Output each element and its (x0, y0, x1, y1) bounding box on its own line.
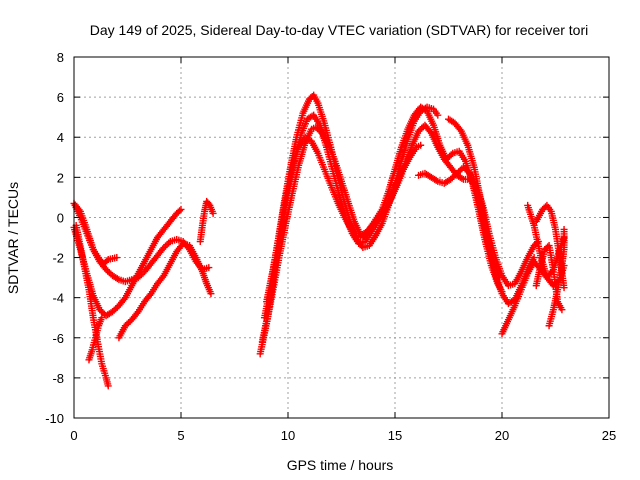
x-tick-label: 5 (177, 428, 184, 443)
y-tick-label: 8 (57, 50, 64, 65)
data-point (560, 225, 568, 233)
y-tick-label: -4 (52, 291, 64, 306)
y-tick-label: 4 (57, 130, 64, 145)
data-point (447, 151, 455, 159)
data-point (432, 176, 440, 184)
y-tick-label: -10 (45, 411, 64, 426)
data-point (417, 141, 425, 149)
series-track (260, 91, 506, 322)
data-point (133, 309, 141, 317)
x-tick-label: 15 (388, 428, 402, 443)
data-point (159, 273, 167, 281)
data-point (458, 174, 466, 182)
data-point (456, 126, 464, 134)
x-tick-label: 10 (281, 428, 295, 443)
data-point (207, 290, 215, 298)
data-point (205, 264, 213, 272)
x-axis-label: GPS time / hours (287, 457, 394, 473)
data-point (496, 274, 504, 282)
series-track (85, 314, 106, 364)
y-tick-label: -2 (52, 251, 64, 266)
data-point (113, 254, 121, 262)
series-track (545, 225, 568, 330)
x-tick-label: 25 (602, 428, 616, 443)
data-point (165, 239, 173, 247)
plot-frame (73, 56, 610, 419)
x-tick-label: 20 (495, 428, 509, 443)
y-tick-label: 6 (57, 90, 64, 105)
y-tick-label: -8 (52, 371, 64, 386)
data-point (176, 207, 184, 215)
data-point (209, 209, 217, 217)
series-track (445, 115, 504, 282)
axis-ticks: 0 5 10 15 20 25 -10 -8 -6 -4 -2 0 2 4 6 8 (45, 50, 616, 443)
data-point (558, 306, 566, 314)
x-tick-label: 0 (70, 428, 77, 443)
y-axis-label: SDTVAR / TECUs (5, 182, 21, 294)
series-track (196, 197, 217, 246)
y-tick-label: 2 (57, 170, 64, 185)
data-point (177, 205, 185, 213)
data-point (434, 111, 442, 119)
data-point (104, 382, 112, 390)
data-points (70, 91, 568, 390)
data-point (98, 314, 106, 322)
series-track (263, 103, 442, 306)
chart-title: Day 149 of 2025, Sidereal Day-to-day VTE… (90, 22, 589, 38)
data-point (103, 257, 111, 265)
y-tick-label: -6 (52, 331, 64, 346)
data-point (464, 168, 472, 176)
data-point (113, 275, 121, 283)
series-track (115, 240, 215, 342)
data-point (560, 284, 568, 292)
y-tick-label: 0 (57, 210, 64, 225)
data-point (146, 291, 154, 299)
data-point (120, 295, 128, 303)
series-track (71, 201, 121, 268)
